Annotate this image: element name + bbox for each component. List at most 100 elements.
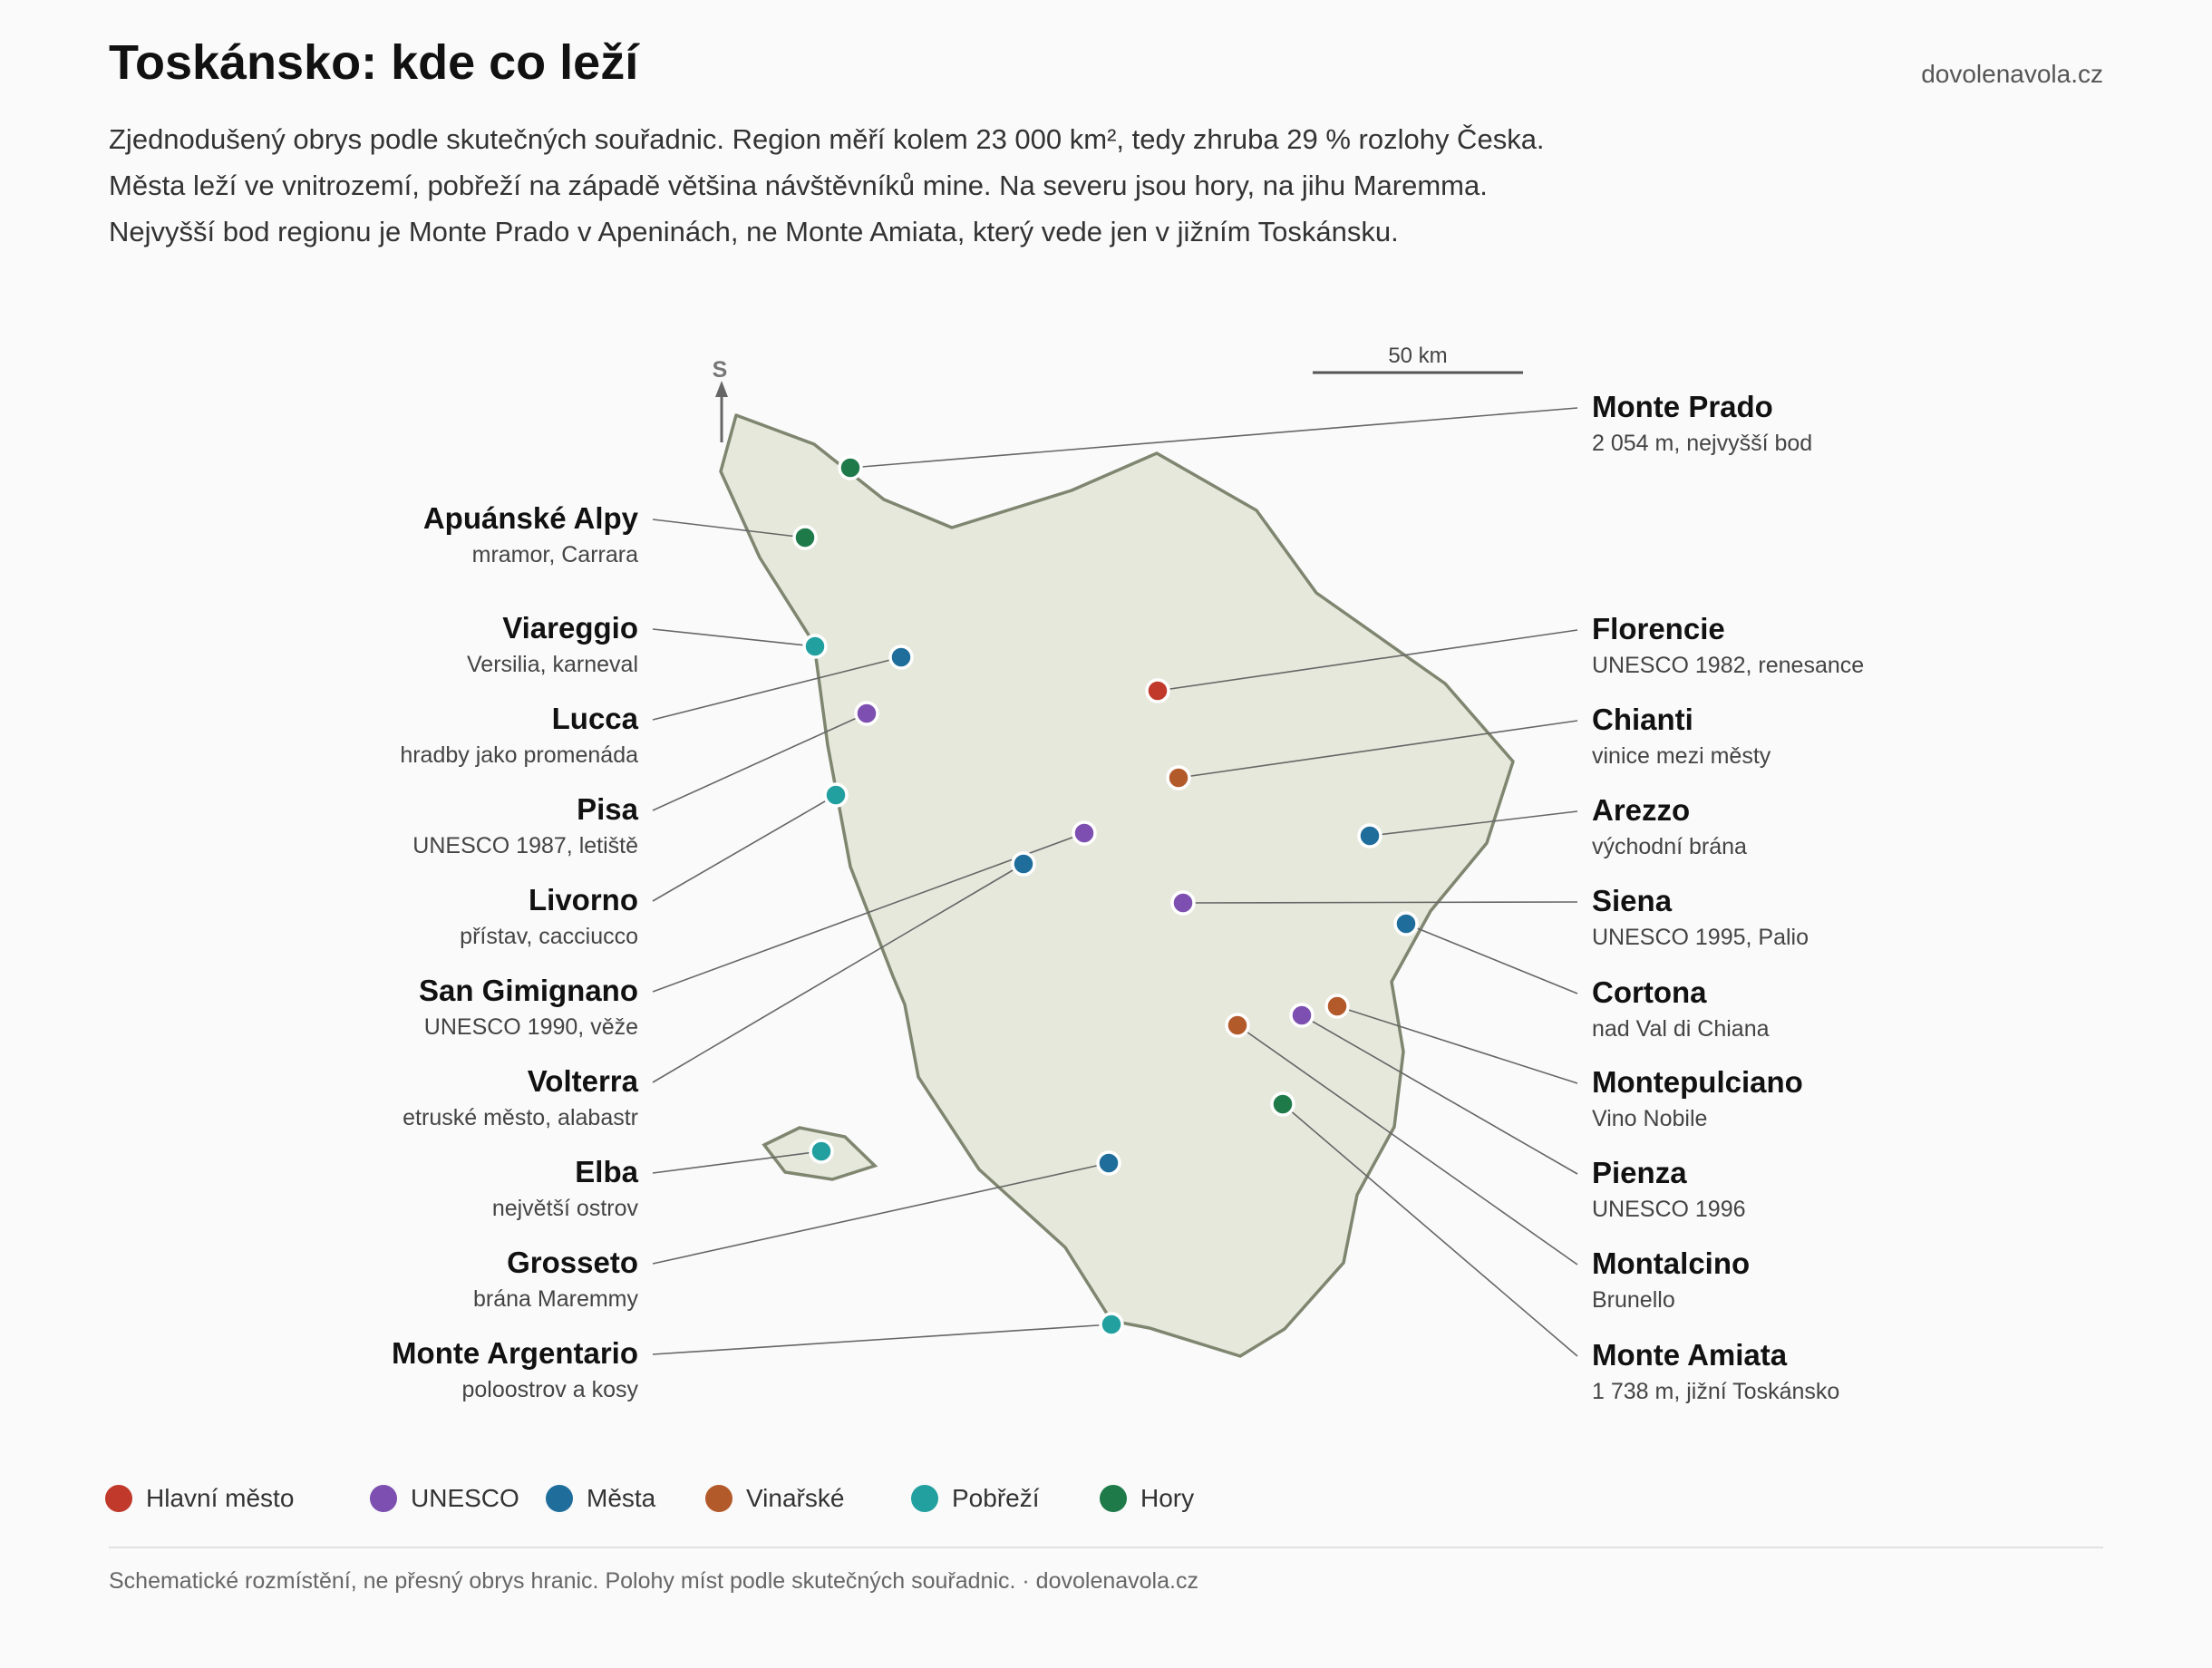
place-note-pienza: UNESCO 1996 (1592, 1197, 1746, 1222)
place-name-volterra: Volterra (528, 1064, 639, 1098)
legend-label: UNESCO (411, 1484, 519, 1512)
legend-item-unesco[interactable]: UNESCO (370, 1484, 519, 1513)
place-name-montepulciano: Montepulciano (1592, 1065, 1803, 1099)
marker-cortona[interactable] (1393, 911, 1419, 936)
leader-line-arezzo (1369, 810, 1578, 837)
place-note-montepulciano: Vino Nobile (1592, 1106, 1707, 1131)
description-line: Zjednodušený obrys podle skutečných souř… (109, 123, 1545, 155)
place-note-monte-amiata: 1 738 m, jižní Toskánsko (1592, 1379, 1839, 1404)
leader-line-montepulciano (1336, 1005, 1578, 1084)
place-note-cortona: nad Val di Chiana (1592, 1016, 1770, 1042)
marker-apuanske-alpy[interactable] (792, 525, 818, 550)
leader-line-elba (652, 1150, 822, 1174)
legend: Hlavní město UNESCO Města Vinařské Pobřeží Ho… (105, 1484, 1284, 1520)
leader-line-siena (1182, 901, 1578, 904)
leader-line-livorno (652, 794, 837, 902)
leader-line-viareggio (652, 628, 816, 647)
legend-label: Hlavní město (146, 1484, 295, 1512)
leader-line-montalcino (1237, 1024, 1578, 1266)
leader-line-monte-prado (849, 407, 1578, 469)
leader-line-cortona (1405, 923, 1578, 994)
marker-pisa[interactable] (854, 701, 879, 726)
place-name-cortona: Cortona (1592, 975, 1707, 1009)
leader-lines (652, 407, 1578, 1357)
place-markers (792, 455, 1419, 1337)
north-arrow-icon: S (713, 357, 728, 442)
description-line: Nejvyšší bod regionu je Monte Prado v Ap… (109, 216, 1399, 247)
marker-monte-amiata[interactable] (1270, 1091, 1295, 1117)
place-note-pisa: UNESCO 1987, letiště (412, 833, 638, 858)
leader-line-volterra (652, 863, 1024, 1083)
marker-volterra[interactable] (1011, 851, 1036, 877)
place-name-elba: Elba (575, 1155, 638, 1188)
legend-label: Města (587, 1484, 656, 1512)
description-line: Města leží ve vnitrozemí, pobřeží na záp… (109, 170, 1488, 201)
legend-item-mesta[interactable]: Města (546, 1484, 655, 1513)
place-name-florencie: Florencie (1592, 612, 1725, 645)
legend-label: Vinařské (746, 1484, 845, 1512)
marker-monte-prado[interactable] (838, 455, 863, 480)
marker-chianti[interactable] (1166, 765, 1191, 790)
north-label: S (713, 357, 728, 383)
leader-line-monte-argentario (652, 1324, 1112, 1355)
brand-label[interactable]: dovolenavola.cz (1921, 60, 2103, 88)
legend-item-hory[interactable]: Hory (1100, 1484, 1194, 1513)
marker-montalcino[interactable] (1225, 1013, 1250, 1038)
place-name-lucca: Lucca (552, 702, 639, 735)
tuscany-outline (719, 413, 1515, 1358)
legend-dot-icon (705, 1485, 732, 1512)
legend-dot-icon (546, 1485, 573, 1512)
marker-monte-argentario[interactable] (1099, 1312, 1124, 1337)
marker-montepulciano[interactable] (1324, 994, 1350, 1019)
footer-note: Schematické rozmístění, ne přesný obrys … (109, 1568, 1198, 1594)
place-name-pienza: Pienza (1592, 1156, 1687, 1189)
leader-line-lucca (652, 656, 902, 721)
marker-pienza[interactable] (1289, 1003, 1315, 1028)
legend-item-pobrezi[interactable]: Pobřeží (911, 1484, 1040, 1513)
legend-label: Pobřeží (952, 1484, 1040, 1512)
marker-arezzo[interactable] (1357, 823, 1382, 849)
place-note-livorno: přístav, cacciucco (460, 924, 638, 949)
marker-san-gimignano[interactable] (1072, 820, 1097, 846)
marker-viareggio[interactable] (802, 634, 828, 659)
place-note-montalcino: Brunello (1592, 1287, 1675, 1313)
place-note-grosseto: brána Maremmy (473, 1286, 638, 1312)
place-note-siena: UNESCO 1995, Palio (1592, 925, 1809, 950)
marker-grosseto[interactable] (1096, 1150, 1121, 1176)
leader-line-pienza (1301, 1014, 1578, 1175)
legend-dot-icon (370, 1485, 397, 1512)
legend-dot-icon (105, 1485, 132, 1512)
place-name-viareggio: Viareggio (502, 611, 638, 645)
marker-elba[interactable] (809, 1139, 834, 1164)
leader-line-monte-amiata (1282, 1103, 1578, 1357)
marker-lucca[interactable] (888, 645, 914, 670)
place-note-arezzo: východní brána (1592, 834, 1747, 859)
legend-dot-icon (911, 1485, 938, 1512)
marker-siena[interactable] (1170, 890, 1196, 916)
place-name-grosseto: Grosseto (507, 1246, 638, 1279)
place-name-arezzo: Arezzo (1592, 793, 1690, 827)
scale-label: 50 km (1388, 344, 1447, 368)
place-labels: Monte Prado 2 054 m, nejvyšší bod Apuánské… (392, 390, 1864, 1404)
legend-dot-icon (1100, 1485, 1127, 1512)
place-note-viareggio: Versilia, karneval (467, 652, 638, 677)
place-note-monte-argentario: poloostrov a kosy (461, 1377, 638, 1402)
place-note-san-gimignano: UNESCO 1990, věže (424, 1014, 638, 1040)
place-name-montalcino: Montalcino (1592, 1246, 1750, 1280)
tuscany-map: S 50 km Monte Prado 2 054 m, nejvyšší bod… (392, 344, 1864, 1404)
place-note-chianti: vinice mezi městy (1592, 743, 1771, 769)
marker-florencie[interactable] (1145, 678, 1170, 703)
place-name-chianti: Chianti (1592, 703, 1693, 736)
legend-item-hlavni-mesto[interactable]: Hlavní město (105, 1484, 294, 1513)
leader-line-chianti (1178, 720, 1578, 779)
legend-label: Hory (1140, 1484, 1195, 1512)
place-note-lucca: hradby jako promenáda (400, 742, 638, 768)
place-note-volterra: etruské město, alabastr (403, 1105, 638, 1130)
place-name-monte-amiata: Monte Amiata (1592, 1338, 1788, 1372)
marker-livorno[interactable] (823, 782, 849, 808)
place-name-livorno: Livorno (529, 883, 638, 916)
place-note-apuanske-alpy: mramor, Carrara (472, 542, 638, 567)
leader-line-pisa (652, 713, 868, 811)
legend-item-vinarske[interactable]: Vinařské (705, 1484, 844, 1513)
place-note-monte-prado: 2 054 m, nejvyšší bod (1592, 431, 1812, 456)
